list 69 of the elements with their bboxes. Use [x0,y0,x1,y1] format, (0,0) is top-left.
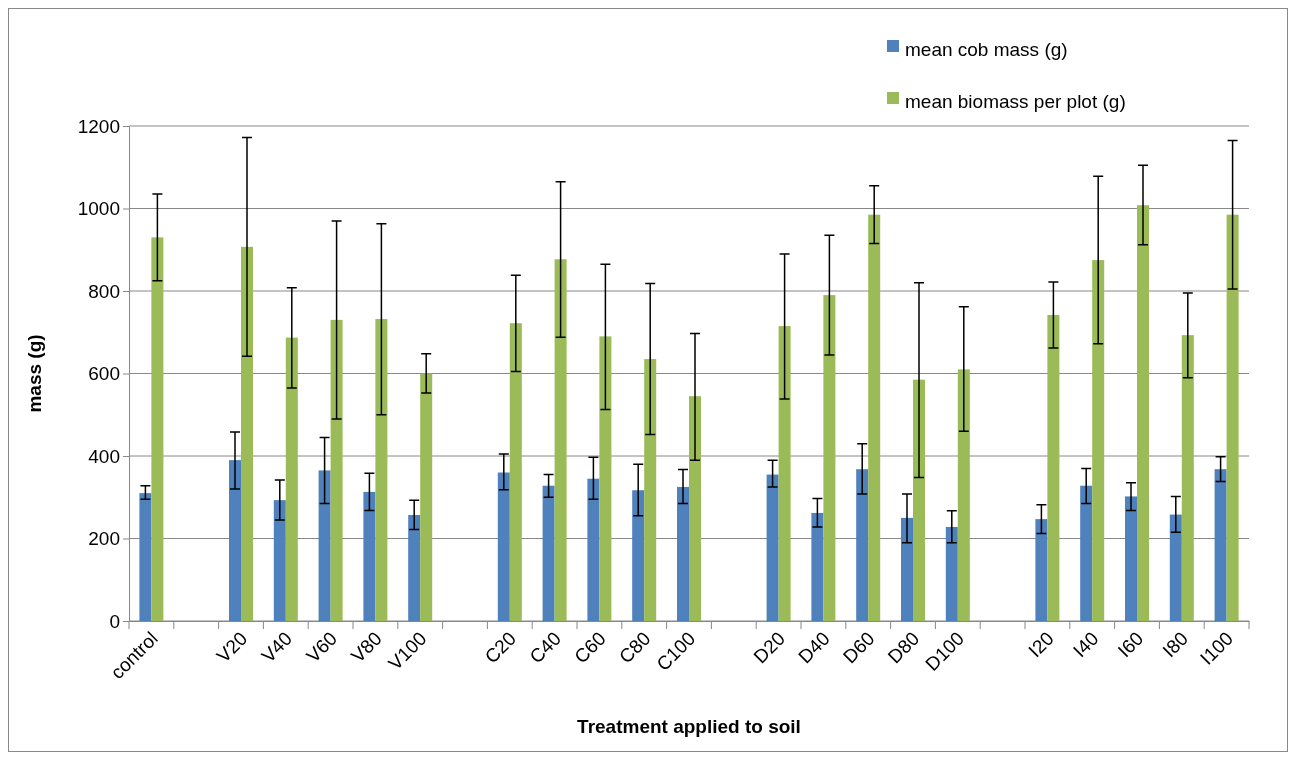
bar [945,526,958,621]
bar [241,246,253,621]
x-tick-label: V60 [302,627,341,667]
bar [1137,205,1149,621]
x-tick-label: I40 [1068,627,1103,662]
bar [285,337,298,621]
x-tick-label: D20 [749,627,789,668]
bar [913,379,925,621]
x-tick-label: V40 [257,627,297,667]
legend-label: mean cob mass (g) [905,38,1068,60]
x-tick-label: V20 [212,627,252,667]
bar [509,323,522,621]
bar [677,486,689,621]
bar [375,319,388,621]
bar [599,336,612,621]
x-axis-title: Treatment applied to soil [577,716,801,737]
x-tick-label: D40 [794,627,834,668]
bar [1092,260,1105,621]
bar [823,295,836,621]
bar [811,512,824,621]
bar [1047,314,1060,621]
bar [1181,335,1194,621]
bar [632,490,645,621]
x-tick-label: V80 [346,627,386,667]
bar [229,460,241,621]
y-tick-label: 1000 [77,198,120,220]
x-tick-label: I80 [1158,627,1193,662]
y-tick-label: 0 [109,610,120,632]
bar [1035,519,1048,621]
x-tick-label: C40 [525,627,565,668]
bar [957,369,970,621]
bar [1214,469,1227,621]
bar [318,470,331,621]
bar [273,500,286,621]
y-tick-label: 600 [88,363,120,385]
bar [542,485,555,621]
bar [901,517,913,621]
y-tick-label: 400 [88,445,120,467]
bar [856,469,869,621]
bar [420,373,433,621]
bar [587,478,600,621]
x-tick-label: C60 [570,627,610,668]
x-tick-label: C20 [480,627,521,668]
bar [1125,496,1137,621]
bar [1226,214,1239,621]
bar [1080,485,1093,621]
x-tick-label: D60 [839,627,879,668]
x-tick-label: I60 [1113,627,1148,662]
bar [363,491,376,621]
bar [766,474,779,621]
x-tick-label: D80 [883,627,924,668]
bar [497,472,510,621]
x-tick-label: C80 [615,627,655,668]
bar [868,214,881,621]
legend-label: mean biomass per plot (g) [905,90,1126,112]
y-tick-label: 1200 [77,115,120,137]
y-axis-title: mass (g) [24,334,45,413]
y-tick-label: 800 [88,280,120,302]
bar [778,326,791,621]
bar [408,514,421,621]
bar [151,237,164,621]
bar [330,319,343,621]
y-tick-label: 200 [88,528,120,550]
x-tick-label: I20 [1024,627,1058,662]
bar [689,396,701,621]
bar [1169,514,1182,621]
bar [554,259,567,621]
bar [139,493,152,621]
bar [644,359,657,621]
